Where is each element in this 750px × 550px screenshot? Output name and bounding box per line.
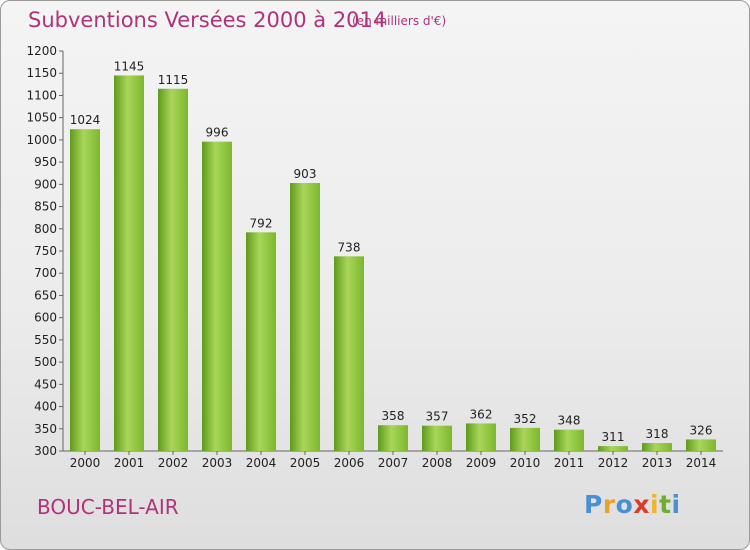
logo-letter: o [615, 490, 634, 519]
logo-letter: i [671, 490, 681, 519]
bar [642, 443, 672, 451]
data-label: 1024 [70, 113, 101, 127]
y-tick-label: 600 [34, 311, 57, 325]
bar [686, 439, 716, 451]
data-label: 362 [470, 407, 493, 421]
data-label: 1145 [114, 59, 145, 73]
x-tick-label: 2000 [70, 456, 101, 470]
bar [378, 425, 408, 451]
y-tick-label: 400 [34, 400, 57, 414]
data-label: 326 [690, 423, 713, 437]
x-tick-label: 2007 [378, 456, 409, 470]
x-tick-label: 2005 [290, 456, 321, 470]
proxiti-logo: Proxiti [584, 490, 681, 519]
y-tick-label: 1050 [26, 111, 57, 125]
bar [114, 75, 144, 451]
y-tick-label: 1200 [26, 44, 57, 58]
bar [598, 446, 628, 451]
x-tick-label: 2010 [510, 456, 541, 470]
chart-title: Subventions Versées 2000 à 2014 [28, 8, 387, 32]
y-tick-label: 300 [34, 444, 57, 458]
x-tick-label: 2009 [466, 456, 497, 470]
y-tick-label: 1100 [26, 88, 57, 102]
data-label: 738 [338, 240, 361, 254]
x-tick-label: 2013 [642, 456, 673, 470]
bar [554, 429, 584, 451]
bar [290, 183, 320, 451]
y-tick-label: 850 [34, 200, 57, 214]
bar [334, 256, 364, 451]
data-label: 996 [206, 126, 229, 140]
x-tick-label: 2002 [158, 456, 189, 470]
y-tick-label: 350 [34, 422, 57, 436]
bar [510, 427, 540, 451]
chart-subtitle: (en milliers d'€) [352, 14, 447, 28]
data-label: 792 [250, 216, 273, 230]
bar [202, 141, 232, 451]
x-tick-label: 2012 [598, 456, 629, 470]
bar [246, 232, 276, 451]
x-tick-label: 2003 [202, 456, 233, 470]
bar [466, 423, 496, 451]
data-label: 357 [426, 410, 449, 424]
data-label: 1115 [158, 73, 189, 87]
data-label: 903 [294, 167, 317, 181]
data-label: 311 [602, 430, 625, 444]
logo-letter: r [602, 490, 616, 519]
x-tick-label: 2011 [554, 456, 585, 470]
y-tick-label: 700 [34, 266, 57, 280]
y-tick-label: 750 [34, 244, 57, 258]
logo-letter: t [659, 490, 672, 519]
commune-name: BOUC-BEL-AIR [37, 495, 179, 519]
y-tick-label: 650 [34, 288, 57, 302]
y-tick-label: 800 [34, 222, 57, 236]
x-tick-label: 2004 [246, 456, 277, 470]
x-tick-label: 2001 [114, 456, 145, 470]
x-tick-label: 2014 [686, 456, 717, 470]
logo-letter: x [633, 490, 650, 519]
data-label: 348 [558, 414, 581, 428]
y-tick-label: 1150 [26, 66, 57, 80]
data-label: 352 [514, 412, 537, 426]
logo-letter: P [584, 490, 603, 519]
data-label: 358 [382, 409, 405, 423]
x-tick-label: 2008 [422, 456, 453, 470]
bar [158, 88, 188, 452]
y-tick-label: 550 [34, 333, 57, 347]
logo-letter: i [650, 490, 660, 519]
y-tick-label: 950 [34, 155, 57, 169]
y-tick-label: 500 [34, 355, 57, 369]
y-tick-label: 900 [34, 177, 57, 191]
bar [422, 425, 452, 451]
bar [70, 129, 100, 451]
data-label: 318 [646, 427, 669, 441]
x-tick-label: 2006 [334, 456, 365, 470]
y-tick-label: 1000 [26, 133, 57, 147]
y-tick-label: 450 [34, 377, 57, 391]
